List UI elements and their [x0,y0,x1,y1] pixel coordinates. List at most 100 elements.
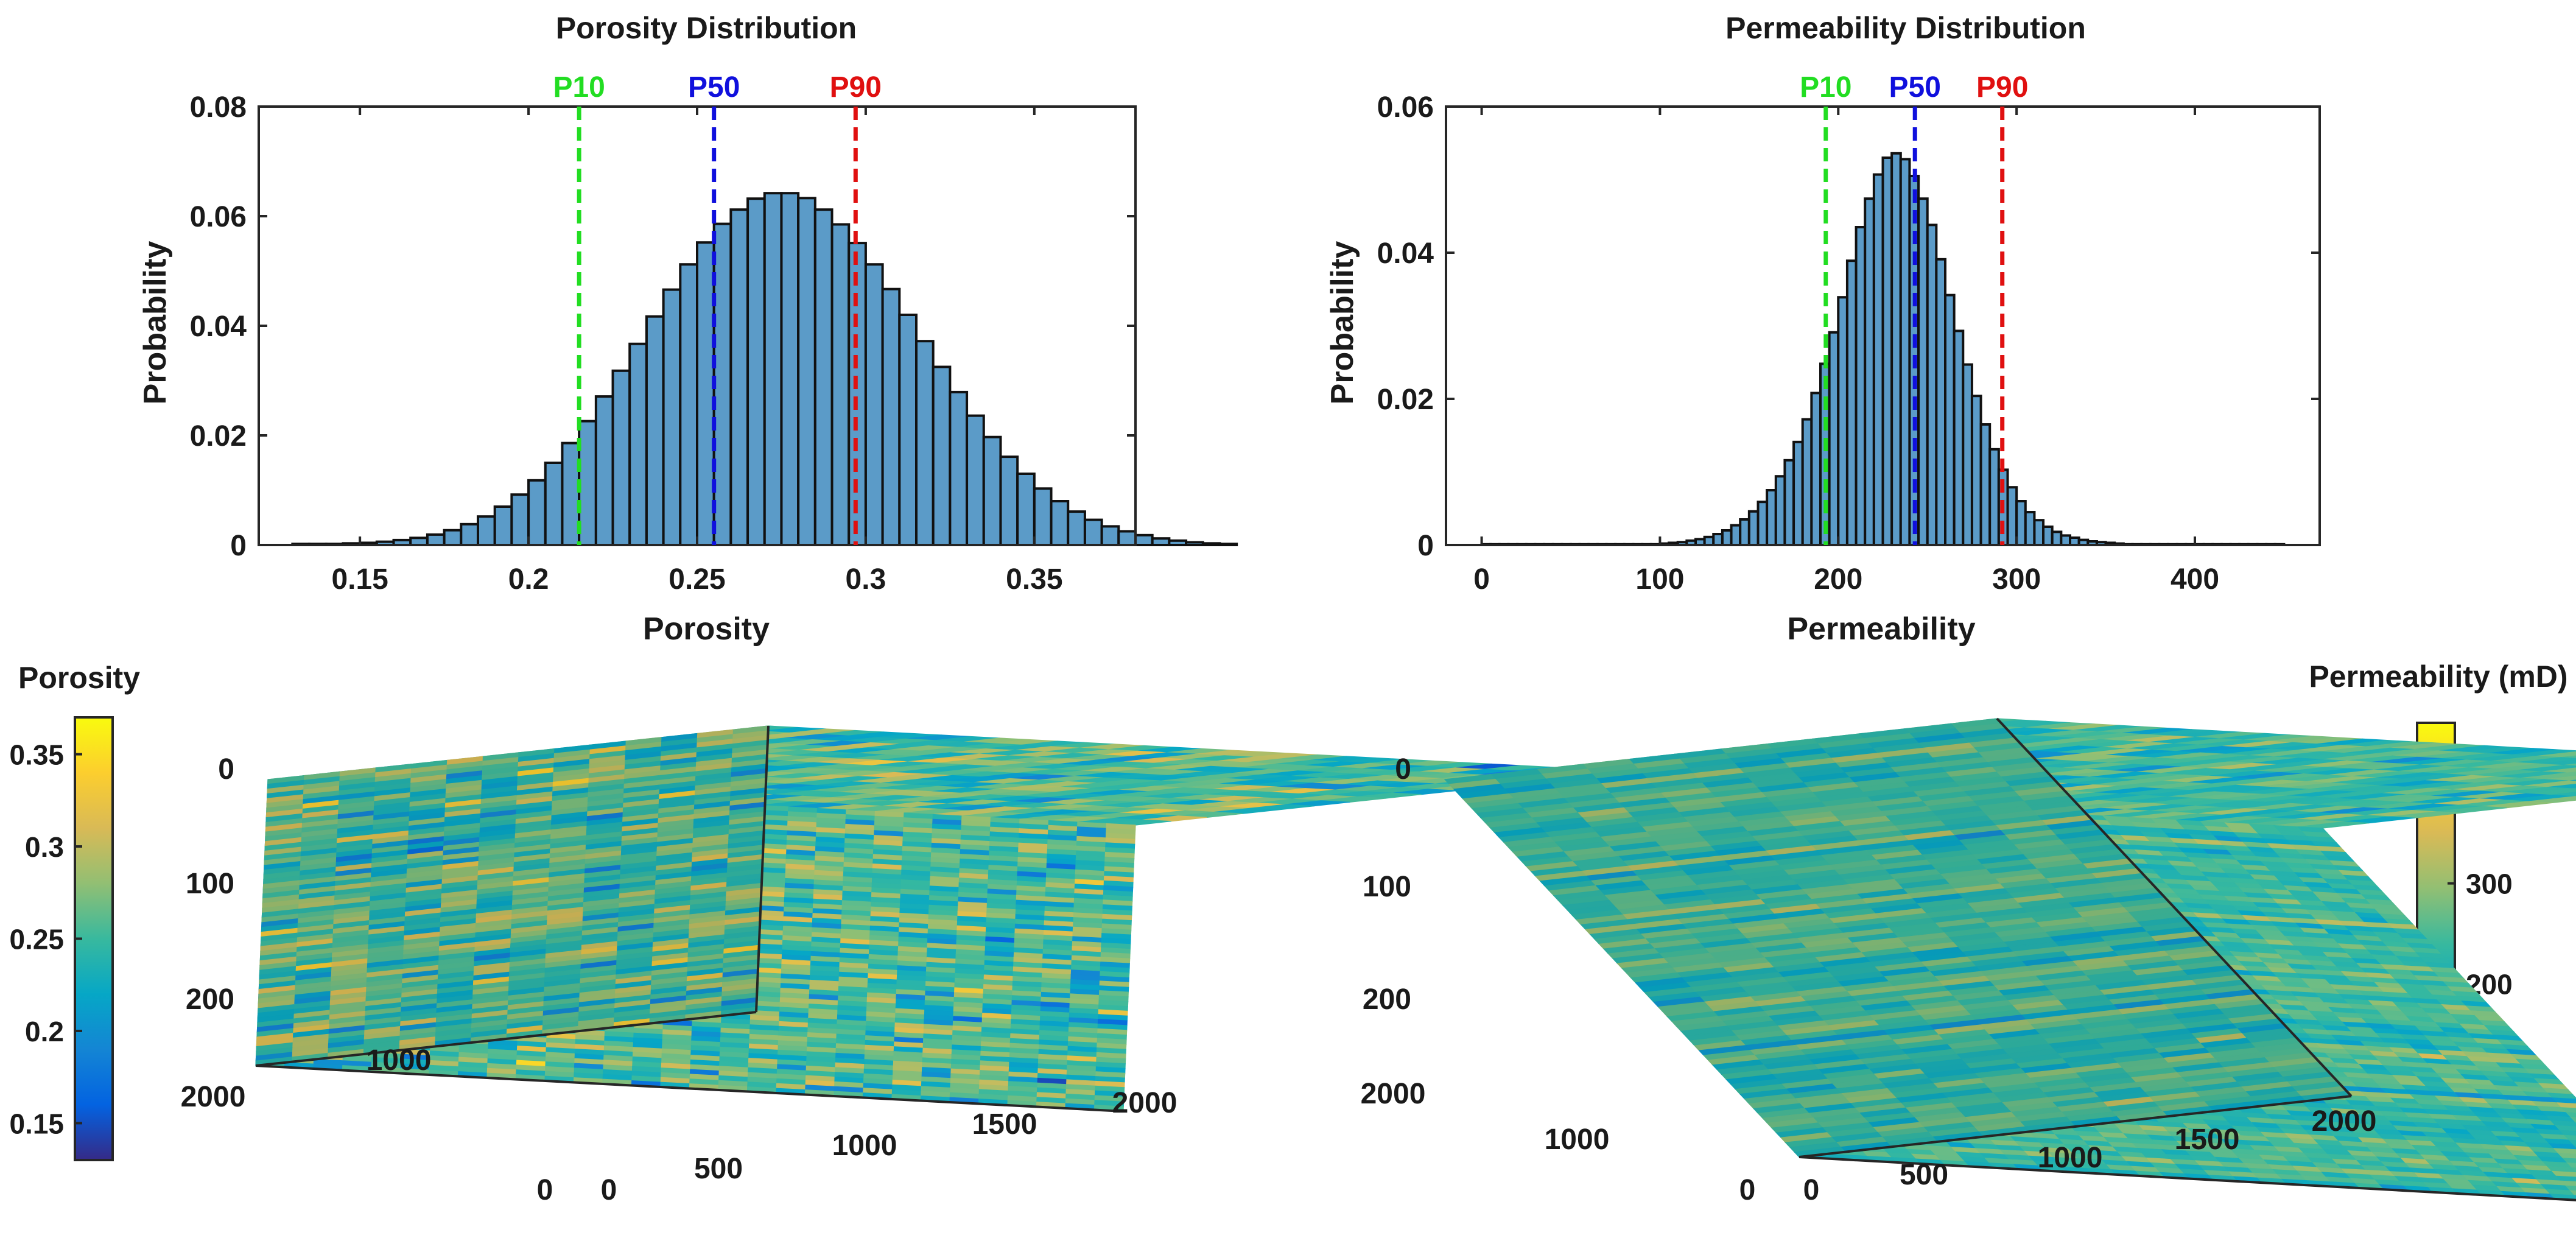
histogram-bar [712,222,732,547]
porosity-hist-title: Porosity Distribution [556,11,857,45]
histogram-bar [1100,525,1120,547]
colorbar-tick-label: 0.35 [9,739,64,771]
percentile-label-p90: P90 [830,71,882,104]
colorbar-tick-label: 0.3 [25,831,64,863]
permeability-hist-title: Permeability Distribution [1725,11,2086,45]
histogram-bar [999,455,1019,546]
histogram-bar [645,315,665,546]
x-tick-label: 1000 [832,1130,897,1162]
y-tick-label: 0.06 [190,201,247,233]
histogram-bar [2060,534,2072,547]
histogram-bar [1016,473,1036,546]
axes-box [1445,105,2321,546]
y-tick-label: 0.04 [1377,237,1434,270]
histogram-bar [594,395,614,546]
histogram-bar [813,208,834,546]
histogram-bar [898,314,918,546]
histogram-bar [1168,539,1188,546]
x-tick-label: 0.35 [1006,563,1062,596]
histogram-bar [848,242,867,546]
histogram-bar [1757,501,1769,547]
x-tick-label: 200 [1814,563,1862,596]
histogram-bar [797,197,816,546]
percentile-label-p90: P90 [1976,71,2028,104]
x-tick-label: 0 [1473,563,1490,596]
x-tick-label: 0.2 [508,563,549,596]
histogram-bar [1801,418,1813,546]
histogram-bar [493,505,513,546]
z-tick-label: 0 [218,753,234,786]
histogram-bar [763,192,783,546]
histogram-bar [982,435,1002,547]
histogram-bar [949,390,969,547]
y-tick-label: 2000 [181,1081,246,1113]
porosity-colorbar-label: Porosity [18,661,140,695]
histogram-bar [544,462,564,546]
x-tick-label: 0.3 [846,563,886,596]
histogram-bar [830,223,851,546]
permeability-hist-xlabel: Permeability [1787,611,1975,647]
histogram-bar [1899,158,1911,546]
histogram-bar [1872,173,1884,547]
histogram-bar [1979,423,1992,546]
histogram-bar [1819,362,1831,547]
z-tick-label: 200 [186,983,234,1016]
percentile-label-p10: P10 [1800,71,1851,104]
x-tick-label: 0.15 [331,563,388,596]
histogram-bar [477,515,496,547]
histogram-bar [1050,500,1070,546]
y-tick-label: 0.08 [190,91,247,124]
histogram-bar [746,197,766,546]
colorbar-tick-label: 300 [2466,868,2513,900]
histogram-bar [611,369,631,546]
histogram-bar [1845,259,1858,546]
histogram-bar [679,263,699,546]
histogram-bar [915,340,935,546]
x-tick-label: 1500 [972,1108,1037,1141]
histogram-bar [2015,500,2027,546]
histogram-bar [1944,294,1956,546]
histogram-bar [1067,510,1086,546]
histogram-bar [1201,542,1221,546]
histogram-bar [1739,518,1750,546]
histogram-bar [628,342,648,546]
histogram-bar [2033,519,2045,547]
histogram-bar [1953,329,1965,547]
x-tick-label: 500 [694,1153,743,1185]
histogram-bar [426,533,446,547]
histogram-bar [1117,530,1137,546]
colorbar-tick-label: 0.2 [25,1016,64,1047]
z-tick-label: 100 [186,868,234,900]
permeability-colorbar-label: Permeability (mD) [2309,659,2567,694]
histogram-bar [696,241,715,546]
y-tick-label: 0.02 [190,420,247,452]
x-tick-label: 300 [1992,563,2041,596]
histogram-bar [864,263,884,546]
histogram-bar [561,441,581,546]
y-tick-label: 0.02 [1377,384,1434,416]
y-tick-label: 0.06 [1377,91,1434,124]
histogram-bar [881,287,901,546]
porosity-hist-ylabel: Probability [138,241,173,405]
x-tick-label: 0.25 [669,563,725,596]
histogram-bar [1864,197,1875,546]
porosity-cube-plot: Porosity 0.150.20.250.30.35 010020005001… [9,661,1637,1206]
histogram-bar [1962,363,1973,546]
histogram-bar [729,208,749,546]
histogram-bar [1730,524,1742,546]
histogram-bar [1766,489,1777,546]
histogram-bar [1988,448,2000,546]
x-tick-label: 400 [2171,563,2219,596]
histogram-bar [932,365,952,546]
permeability-hist-ylabel: Probability [1325,241,1360,405]
histogram-bar [2051,530,2063,547]
porosity-hist-xlabel: Porosity [643,611,770,647]
histogram-bar [578,420,597,546]
percentile-label-p50: P50 [688,71,740,104]
histogram-bar [966,414,985,546]
porosity-histogram: Porosity Distribution Probability Porosi… [138,11,1238,647]
colorbar-tick-label: 0.25 [9,924,64,955]
